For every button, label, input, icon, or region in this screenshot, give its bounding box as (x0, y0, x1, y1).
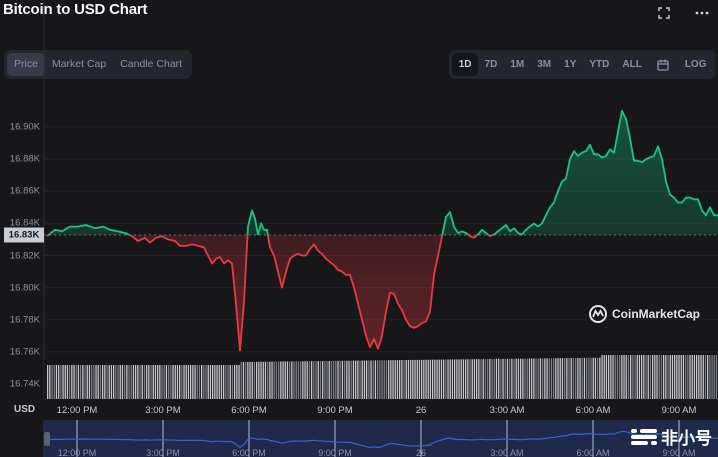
current-price-tag: 16.83K (4, 227, 44, 243)
navigator-tick-label: 26 (415, 448, 427, 457)
navigator-tick-label: 9:00 AM (662, 448, 696, 457)
navigator-tick-label: 9:00 PM (318, 448, 352, 457)
range-navigator[interactable]: 12:00 PM 3:00 PM 6:00 PM 9:00 PM 26 3:00 AM 6:… (43, 420, 718, 457)
range-1d[interactable]: 1D (452, 53, 479, 76)
y-tick-label: 16.76K (9, 346, 40, 358)
range-all[interactable]: ALL (622, 59, 642, 70)
x-tick-label: 26 (415, 405, 427, 416)
chart-type-tabs: Price Market Cap Candle Chart (4, 50, 193, 79)
navigator-handle[interactable] (44, 432, 50, 446)
range-ytd[interactable]: YTD (589, 59, 610, 70)
more-icon[interactable] (694, 5, 710, 21)
x-tick-label: 9:00 AM (661, 405, 697, 416)
feixiaohao-watermark: 非小号 (631, 424, 712, 449)
y-tick-label: 16.74K (9, 378, 40, 390)
navigator-tick-label: 3:00 PM (146, 448, 180, 457)
range-7d[interactable]: 7D (484, 59, 498, 70)
fullscreen-icon[interactable] (656, 5, 672, 21)
coinmarketcap-logo-icon (589, 305, 607, 323)
range-tabs: 1D 7D 1M 3M 1Y YTD ALL LOG (449, 50, 716, 79)
volume-bars (47, 355, 718, 399)
y-tick-label: 16.82K (9, 250, 40, 261)
tab-candle-chart[interactable]: Candle Chart (120, 58, 183, 70)
y-axis: 16.90K 16.88K 16.86K 16.84K 16.82K 16.80K 16.7… (0, 0, 44, 420)
range-3m[interactable]: 3M (537, 59, 552, 70)
calendar-icon[interactable] (648, 53, 678, 76)
y-tick-label: 16.80K (9, 282, 40, 294)
x-tick-label: 12:00 PM (56, 405, 98, 416)
top-toolbar (656, 5, 710, 21)
coinmarketcap-watermark: CoinMarketCap (588, 304, 700, 324)
tab-market-cap[interactable]: Market Cap (51, 58, 107, 70)
y-tick-label: 16.78K (9, 314, 40, 326)
range-1m[interactable]: 1M (510, 59, 525, 70)
navigator-tick-label: 6:00 AM (576, 448, 610, 457)
navigator-tick-label: 3:00 AM (490, 448, 524, 457)
navigator-tick-label: 12:00 PM (57, 448, 97, 457)
y-tick-label: 16.86K (9, 185, 40, 197)
x-tick-label: 3:00 AM (489, 405, 525, 416)
x-tick-label: 6:00 PM (231, 405, 267, 416)
x-tick-label: 6:00 AM (575, 405, 611, 416)
navigator-tick-label: 6:00 PM (232, 448, 266, 457)
y-tick-label: 16.84K (9, 217, 40, 229)
tab-price[interactable]: Price (7, 53, 45, 76)
x-tick-label: 9:00 PM (317, 405, 353, 416)
log-toggle[interactable]: LOG (684, 59, 707, 70)
page-title: Bitcoin to USD Chart (3, 1, 148, 18)
currency-label: USD (14, 404, 36, 415)
y-tick-label: 16.88K (9, 153, 40, 165)
feixiaohao-logo-icon (631, 428, 657, 445)
y-tick-label: 16.90K (9, 121, 40, 133)
price-chart[interactable] (0, 0, 718, 420)
range-1y[interactable]: 1Y (564, 59, 577, 70)
x-tick-label: 3:00 PM (145, 405, 181, 416)
